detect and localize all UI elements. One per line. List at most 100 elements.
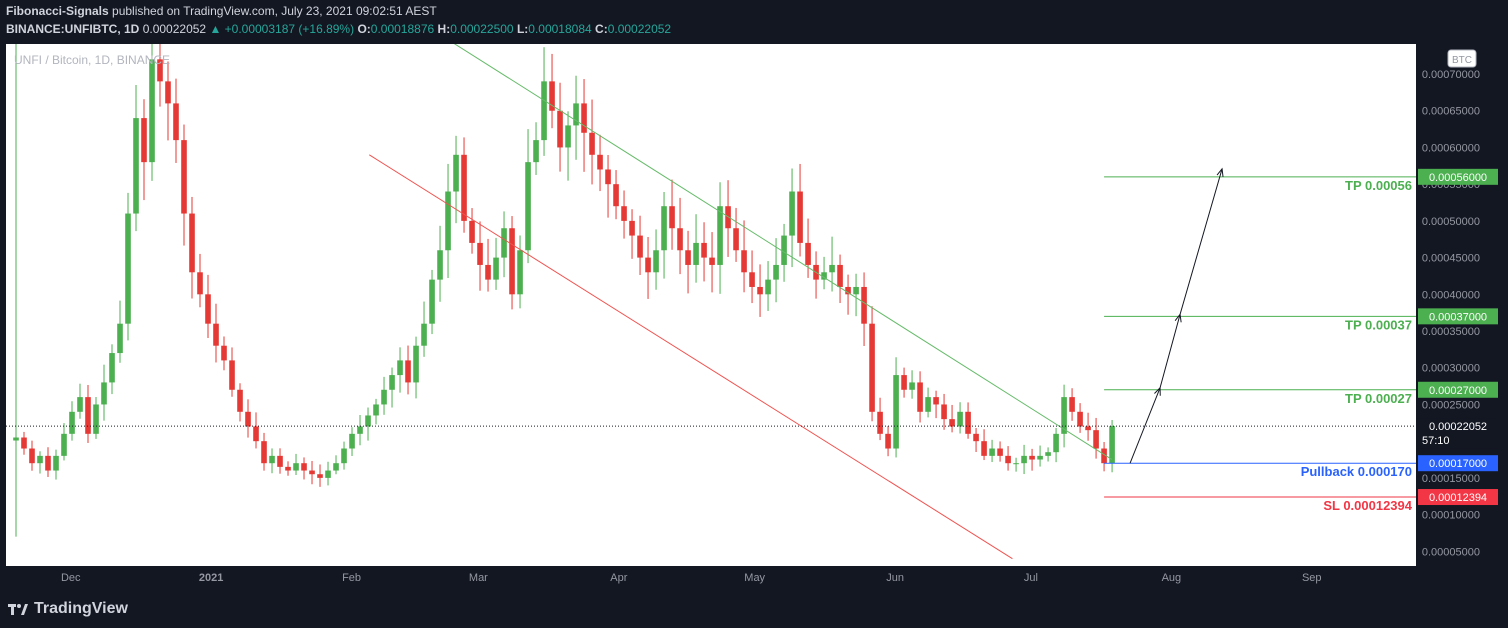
candle-body	[749, 272, 755, 287]
axis-tag-box	[1418, 381, 1498, 398]
candle-body	[797, 191, 803, 243]
price-chart[interactable]: TP 0.00056 TP 0.00037 TP 0.00027 Pullback 0…	[6, 44, 1502, 590]
candle	[213, 303, 219, 363]
candle	[821, 256, 827, 290]
candle	[997, 441, 1003, 462]
candle-body	[229, 360, 235, 390]
candle	[941, 393, 947, 430]
candle	[325, 461, 331, 486]
candle-body	[381, 389, 387, 405]
arrow-shaft	[1159, 314, 1181, 388]
candle	[709, 232, 715, 293]
candle	[1021, 444, 1027, 475]
tradingview-brand[interactable]: TradingView	[8, 600, 128, 618]
candle-body	[61, 433, 67, 456]
lower-trendline[interactable]	[369, 154, 1013, 560]
candle-body	[469, 220, 475, 243]
currency-badge-box[interactable]	[1447, 49, 1477, 68]
candle-body	[917, 382, 923, 412]
candle	[805, 218, 811, 278]
candle-body	[29, 448, 35, 464]
candle-body	[589, 132, 595, 155]
candle-body	[341, 448, 347, 464]
candle-body	[693, 242, 699, 265]
candle-body	[301, 463, 307, 471]
candle-body	[389, 375, 395, 390]
candle-body	[157, 59, 163, 82]
candle-body	[277, 455, 283, 467]
chart-area[interactable]: TP 0.00056 TP 0.00037 TP 0.00027 Pullback 0…	[6, 44, 1502, 590]
candle	[645, 236, 651, 299]
high-value: 0.00022500	[450, 22, 514, 36]
candle	[613, 170, 619, 220]
tp2-tag[interactable]: 0.00037000	[1418, 308, 1498, 325]
candle-body	[885, 433, 891, 449]
candle	[685, 230, 691, 294]
candle	[669, 179, 675, 250]
candle	[205, 274, 211, 338]
candle	[1061, 384, 1067, 448]
candle-body	[965, 411, 971, 434]
publish-info: published on TradingView.com, July 23, 2…	[108, 4, 437, 18]
y-tick-label: 0.00030000	[1422, 363, 1480, 375]
last-price-tag[interactable]: 0.00022052 57:10	[1418, 418, 1498, 449]
candle	[789, 168, 795, 268]
sl-tag[interactable]: 0.00012394	[1418, 489, 1498, 506]
candle-body	[957, 411, 963, 427]
candle-body	[909, 382, 915, 390]
overlays-layer: TP 0.00056 TP 0.00037 TP 0.00027 Pullback 0…	[6, 44, 1416, 560]
last-price-tag-value: 0.00022052	[1429, 421, 1487, 433]
candle-body	[453, 154, 459, 192]
tp3-tag[interactable]: 0.00056000	[1418, 168, 1498, 185]
x-tick-label: May	[744, 572, 765, 584]
candle	[597, 134, 603, 192]
candle-body	[109, 353, 115, 383]
candle	[181, 124, 187, 246]
candle	[237, 383, 243, 422]
candle	[69, 401, 75, 441]
candle	[949, 404, 955, 433]
candle-body	[21, 437, 27, 449]
candle-body	[413, 345, 419, 383]
candle-body	[421, 323, 427, 346]
candle	[341, 441, 347, 470]
candle-body	[845, 286, 851, 295]
candle	[101, 364, 107, 421]
candle	[677, 197, 683, 275]
candle-body	[45, 455, 51, 471]
candle-body	[293, 463, 299, 471]
candle-body	[621, 206, 627, 221]
author-name[interactable]: Fibonacci-Signals	[6, 4, 109, 18]
candle	[413, 336, 419, 399]
candle	[141, 99, 147, 201]
candle-body	[1045, 452, 1051, 456]
y-tick-label: 0.00005000	[1422, 546, 1480, 558]
brand-name: TradingView	[34, 600, 128, 617]
candle	[509, 216, 515, 310]
projection-arrow[interactable]	[1179, 167, 1224, 315]
candle-body	[981, 441, 987, 456]
candle	[717, 182, 723, 294]
candle	[189, 196, 195, 299]
candle-body	[941, 404, 947, 420]
pullback-tag[interactable]: 0.00017000	[1418, 455, 1498, 472]
candle-body	[989, 448, 995, 456]
candle-body	[237, 389, 243, 412]
candle-body	[1093, 430, 1099, 449]
candle-body	[437, 250, 443, 280]
candle	[765, 261, 771, 311]
candle	[37, 451, 43, 474]
candle	[53, 449, 59, 480]
symbol-line: BINANCE:UNFIBTC, 1D 0.00022052 ▲ +0.0000…	[6, 22, 671, 36]
upper-trendline[interactable]	[433, 44, 1113, 460]
y-tick-label: 0.00035000	[1422, 326, 1480, 338]
x-tick-label: 2021	[199, 572, 223, 584]
candle	[605, 154, 611, 218]
candle	[77, 383, 83, 419]
tp1-tag[interactable]: 0.00027000	[1418, 381, 1498, 398]
candle	[285, 461, 291, 476]
candle	[701, 222, 707, 282]
candle	[981, 429, 987, 461]
candle-body	[581, 103, 587, 133]
candle	[837, 254, 843, 304]
